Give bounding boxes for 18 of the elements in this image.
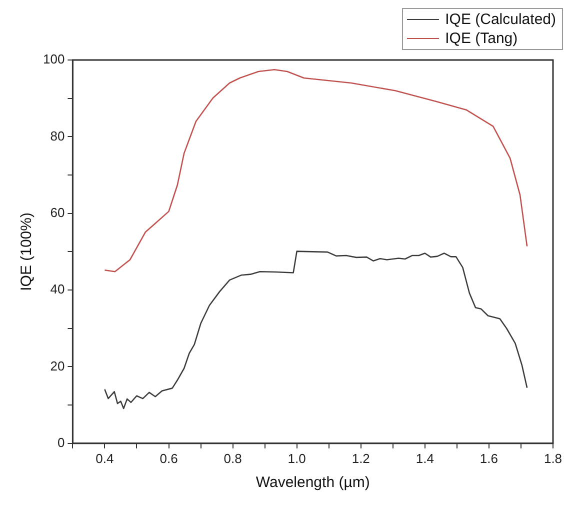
x-tick-label: 0.8 xyxy=(224,450,242,466)
y-tick-label: 20 xyxy=(50,358,65,374)
x-tick-label: 1.2 xyxy=(352,450,370,466)
x-tick-label: 0.6 xyxy=(160,450,178,466)
y-tick-label: 80 xyxy=(50,128,65,144)
y-tick-label: 60 xyxy=(50,204,65,220)
y-tick-label: 100 xyxy=(42,52,65,67)
legend-label: IQE (Calculated) xyxy=(445,10,556,29)
y-tick-label: 0 xyxy=(57,434,65,450)
x-tick-label: 0.4 xyxy=(96,450,114,466)
x-tick-label: 1.4 xyxy=(416,450,434,466)
x-tick-label: 1.8 xyxy=(544,450,562,466)
x-tick-label: 1.6 xyxy=(480,450,498,466)
legend-label: IQE (Tang) xyxy=(445,29,518,48)
y-tick-label: 40 xyxy=(50,282,65,297)
y-axis-title: IQE (100%) xyxy=(18,212,36,291)
x-axis-title: Wavelength (µm) xyxy=(256,474,370,492)
x-tick-label: 1.0 xyxy=(288,450,306,466)
